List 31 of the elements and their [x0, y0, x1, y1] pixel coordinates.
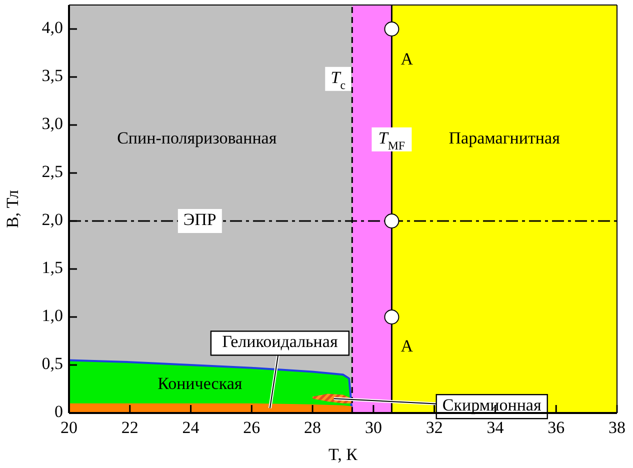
- ref-line-label: T$_{c}$: [330, 68, 346, 92]
- x-tick-label: 30: [364, 418, 382, 437]
- y-tick-label: 0: [54, 402, 63, 421]
- x-tick-label: 26: [243, 418, 260, 437]
- annotation: Спин-поляризованная: [117, 128, 277, 148]
- y-tick-label: 1,5: [42, 258, 63, 277]
- x-tick-label: 32: [426, 418, 443, 437]
- x-tick-label: 22: [121, 418, 138, 437]
- y-tick-label: 3,0: [42, 114, 63, 133]
- y-tick-label: 1,0: [42, 306, 63, 325]
- annotation: А: [400, 336, 414, 356]
- y-tick-label: 4,0: [42, 18, 63, 37]
- x-axis-title: T, К: [328, 445, 358, 464]
- annotation: А: [400, 50, 414, 69]
- y-tick-label: 0,5: [42, 354, 63, 373]
- x-tick-label: 20: [60, 418, 78, 437]
- ref-line-label: ЭПР: [183, 210, 216, 229]
- x-tick-label: 38: [608, 418, 626, 437]
- x-tick-label: 36: [548, 418, 565, 437]
- annotation: Коническая: [158, 374, 242, 394]
- annotation: Скирмионная: [442, 396, 542, 415]
- y-tick-label: 2,5: [42, 162, 63, 181]
- ref-line-label: T$_{MF}$: [378, 128, 406, 152]
- annotation: Парамагнитная: [448, 128, 560, 148]
- annotation: Геликоидальная: [222, 332, 338, 352]
- x-tick-label: 34: [486, 418, 504, 437]
- x-tick-label: 28: [304, 418, 322, 437]
- y-tick-label: 3,5: [42, 66, 63, 85]
- y-axis-title: B, Тл: [3, 190, 22, 228]
- y-tick-label: 2,0: [42, 210, 63, 229]
- x-tick-label: 24: [182, 418, 200, 437]
